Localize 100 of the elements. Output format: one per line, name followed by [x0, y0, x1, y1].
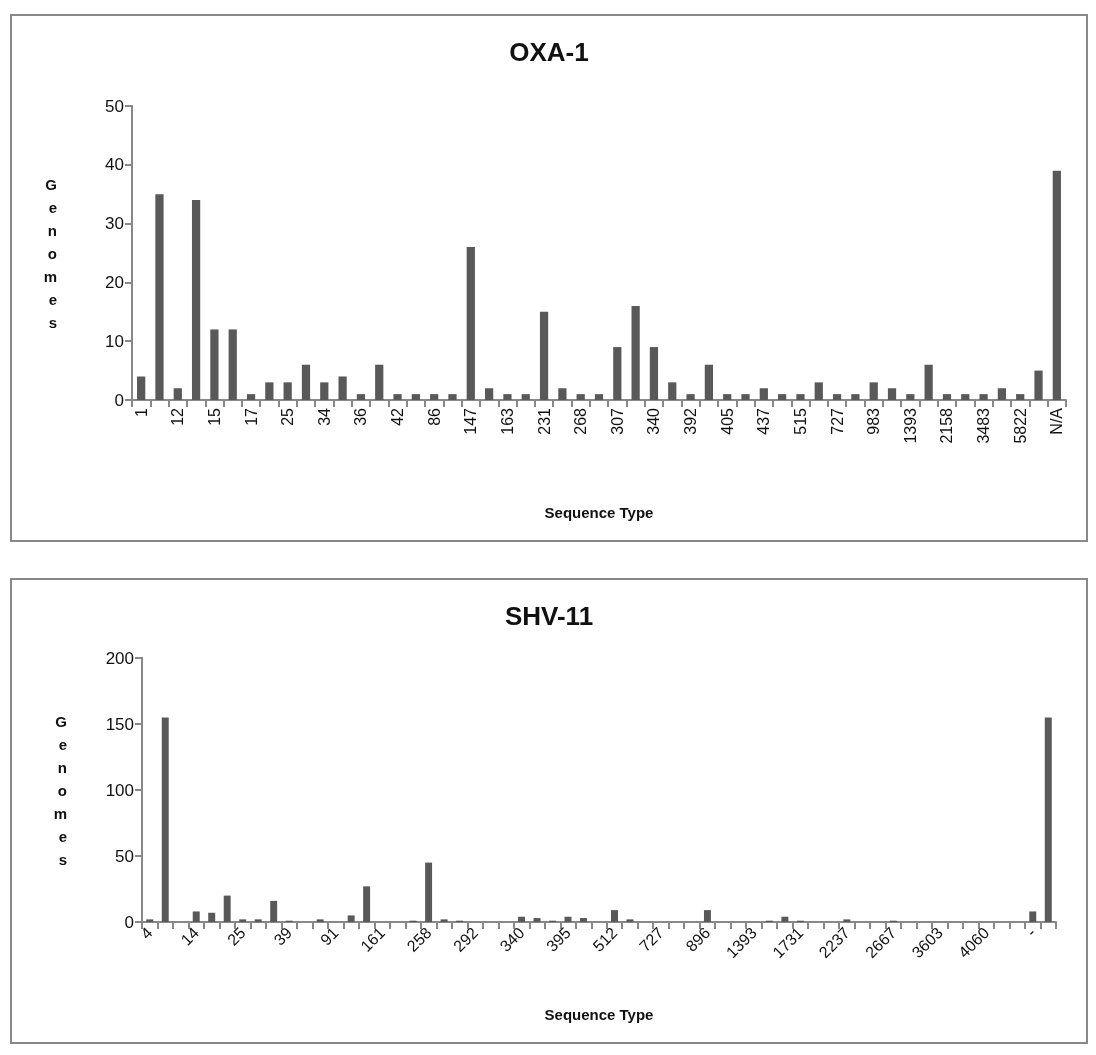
x-tick-label: 1393: [901, 407, 919, 444]
x-tick-label: 161: [357, 923, 389, 955]
x-tick-label: 3483: [975, 407, 993, 444]
bar: [611, 910, 618, 922]
x-tick-label: 512: [589, 923, 621, 955]
x-tick-label: 515: [791, 407, 809, 435]
bar: [192, 911, 200, 922]
bar: [796, 394, 805, 400]
y-tick-label: 30: [105, 214, 124, 234]
x-tick-label: 163: [498, 407, 516, 435]
x-tick-label: 307: [608, 407, 626, 435]
bar: [265, 382, 274, 400]
bar: [191, 200, 201, 400]
bar: [246, 394, 256, 400]
bar: [887, 388, 897, 400]
x-tick-label: 36: [352, 407, 370, 426]
bar: [270, 900, 278, 922]
bar: [137, 376, 146, 400]
bar: [425, 862, 433, 922]
bar: [942, 394, 952, 400]
bar: [741, 394, 750, 400]
bar: [228, 329, 237, 400]
x-tick-label: 34: [315, 407, 333, 426]
x-tick-label: 395: [543, 923, 575, 955]
chart-title: SHV-11: [504, 601, 594, 631]
x-tick-label: 25: [279, 407, 297, 426]
bar: [723, 394, 732, 400]
bar: [239, 919, 247, 922]
bar: [375, 364, 384, 400]
x-tick-label: 5822: [1011, 407, 1029, 444]
y-tick-label: 50: [105, 96, 124, 116]
x-tick-label: 231: [535, 407, 553, 435]
y-tick-label: 50: [115, 846, 134, 866]
x-tick-label: 2158: [938, 407, 956, 444]
x-tick-label: 405: [718, 407, 736, 435]
y-axis-title: Genomes: [53, 712, 67, 868]
bar: [1029, 911, 1037, 922]
bar: [814, 382, 823, 400]
bar: [906, 394, 915, 400]
bar: [161, 717, 169, 922]
bar: [924, 364, 933, 400]
bar: [210, 329, 219, 400]
bar: [869, 382, 878, 400]
x-tick-label: 340: [645, 407, 663, 435]
bar: [173, 388, 182, 400]
bar: [1034, 370, 1043, 400]
x-tick-label: 340: [496, 923, 528, 955]
x-tick-label: 437: [755, 407, 773, 435]
y-tick-label: 10: [105, 331, 124, 351]
bar: [1044, 717, 1052, 922]
bar: [1052, 170, 1061, 400]
bar: [338, 376, 347, 400]
bar: [703, 910, 711, 922]
x-axis-title: Sequence Type: [544, 504, 654, 521]
y-tick-label: 100: [105, 780, 134, 800]
bar: [320, 382, 329, 400]
x-tick-label: 12: [169, 407, 187, 426]
bar: [155, 194, 164, 400]
bar: [440, 919, 448, 922]
bar: [393, 394, 402, 400]
y-tick-label: 40: [105, 155, 124, 175]
bar: [564, 916, 572, 922]
bar: [851, 394, 860, 400]
x-tick-label: 17: [242, 407, 260, 426]
y-tick-label: 0: [114, 390, 124, 410]
x-axis-title: Sequence Type: [544, 1006, 654, 1023]
x-tick-label: 147: [462, 407, 480, 435]
bar: [316, 919, 324, 922]
bar: [533, 918, 541, 922]
bar: [961, 394, 970, 400]
y-tick-label: 20: [105, 272, 124, 292]
bar: [1016, 394, 1025, 400]
bar: [539, 311, 549, 400]
x-tick-label: N/A: [1048, 407, 1066, 435]
x-tick-label: 1: [132, 407, 150, 417]
bar: [430, 394, 439, 400]
x-tick-label: 42: [389, 407, 407, 426]
bar: [997, 388, 1007, 400]
bar: [223, 895, 231, 922]
x-tick-label: 14: [177, 923, 203, 949]
x-tick-label: 268: [572, 407, 590, 435]
bar: [686, 394, 695, 400]
bar: [254, 919, 262, 922]
bar: [485, 388, 494, 400]
y-tick-label: 150: [105, 714, 134, 734]
bar: [594, 394, 604, 400]
bar: [448, 394, 457, 400]
x-tick-label: 292: [450, 923, 482, 955]
bar: [146, 919, 154, 922]
bar: [580, 918, 587, 922]
bar: [778, 394, 787, 400]
bar: [979, 394, 988, 400]
bar: [704, 364, 713, 400]
x-tick-label: -: [1022, 923, 1039, 940]
bar: [521, 394, 530, 400]
x-tick-label: 392: [682, 407, 700, 435]
bar: [347, 915, 355, 922]
bar: [363, 886, 371, 922]
chart-title: OXA-1: [509, 37, 589, 67]
bar: [626, 919, 634, 922]
